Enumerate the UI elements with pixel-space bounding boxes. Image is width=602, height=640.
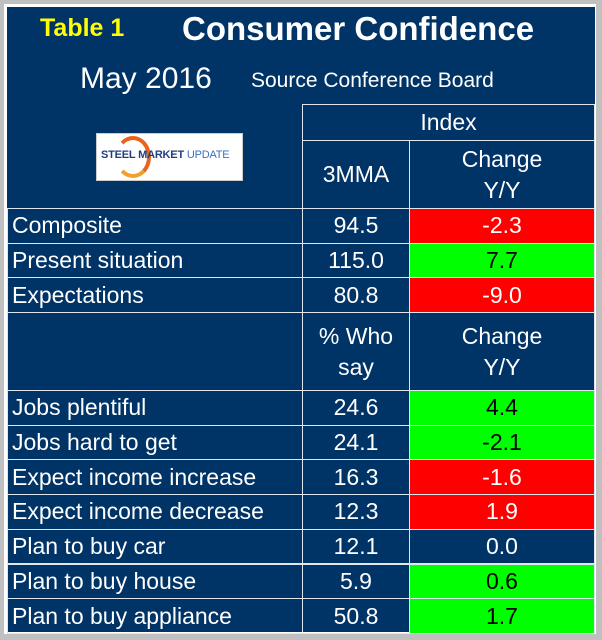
row-change: 1.9 [409, 494, 595, 530]
row-value: 94.5 [302, 208, 410, 244]
row-value: 5.9 [302, 563, 410, 600]
col-header-change-line2: Y/Y [483, 176, 521, 203]
table-source: Source Conference Board [251, 69, 494, 92]
row-value: 80.8 [302, 277, 410, 314]
col-header-3mma: 3MMA [302, 140, 410, 209]
row-change: -2.3 [409, 208, 595, 244]
row-label: Present situation [7, 242, 303, 279]
row-label: Composite [7, 208, 303, 244]
row-change: 0.6 [409, 563, 595, 600]
col-header-change-2: Change Y/Y [409, 312, 595, 391]
row-label: Plan to buy appliance [7, 598, 303, 634]
row-value: 24.6 [302, 390, 410, 426]
steel-market-update-logo: STEEL MARKET UPDATE [96, 133, 243, 181]
col-header-change: Change Y/Y [409, 140, 595, 209]
table-label: Table 1 [40, 14, 125, 42]
row-label: Plan to buy car [7, 528, 303, 565]
row-label: Expectations [7, 277, 303, 314]
row-change: -9.0 [409, 277, 595, 314]
row-value: 12.3 [302, 494, 410, 530]
row-value: 12.1 [302, 528, 410, 565]
row-label: Plan to buy house [7, 563, 303, 600]
row-change: 0.0 [409, 528, 595, 565]
section2-blank-header [7, 312, 303, 391]
row-value: 16.3 [302, 459, 410, 496]
row-value: 50.8 [302, 598, 410, 634]
row-change: 1.7 [409, 598, 595, 634]
row-change: -2.1 [409, 424, 595, 461]
logo-arc-icon [115, 136, 151, 178]
row-change: 4.4 [409, 390, 595, 426]
row-label: Expect income decrease [7, 494, 303, 530]
row-change: 7.7 [409, 242, 595, 279]
row-label: Expect income increase [7, 459, 303, 496]
col-header-change2-line1: Change [461, 322, 543, 349]
col-header-change-line1: Change [461, 145, 543, 172]
row-label: Jobs hard to get [7, 424, 303, 461]
table-date: May 2016 [80, 62, 212, 95]
logo-text: STEEL MARKET UPDATE [101, 149, 230, 161]
col-header-change2-line2: Y/Y [483, 353, 521, 380]
index-group-header: Index [302, 104, 595, 141]
row-value: 115.0 [302, 242, 410, 279]
table-title: Consumer Confidence [182, 10, 535, 47]
row-change: -1.6 [409, 459, 595, 496]
col-header-pct-line2: say [338, 353, 374, 380]
col-header-pct-who-say: % Who say [302, 312, 410, 391]
row-label: Jobs plentiful [7, 390, 303, 426]
row-value: 24.1 [302, 424, 410, 461]
col-header-pct-line1: % Who [318, 322, 394, 349]
